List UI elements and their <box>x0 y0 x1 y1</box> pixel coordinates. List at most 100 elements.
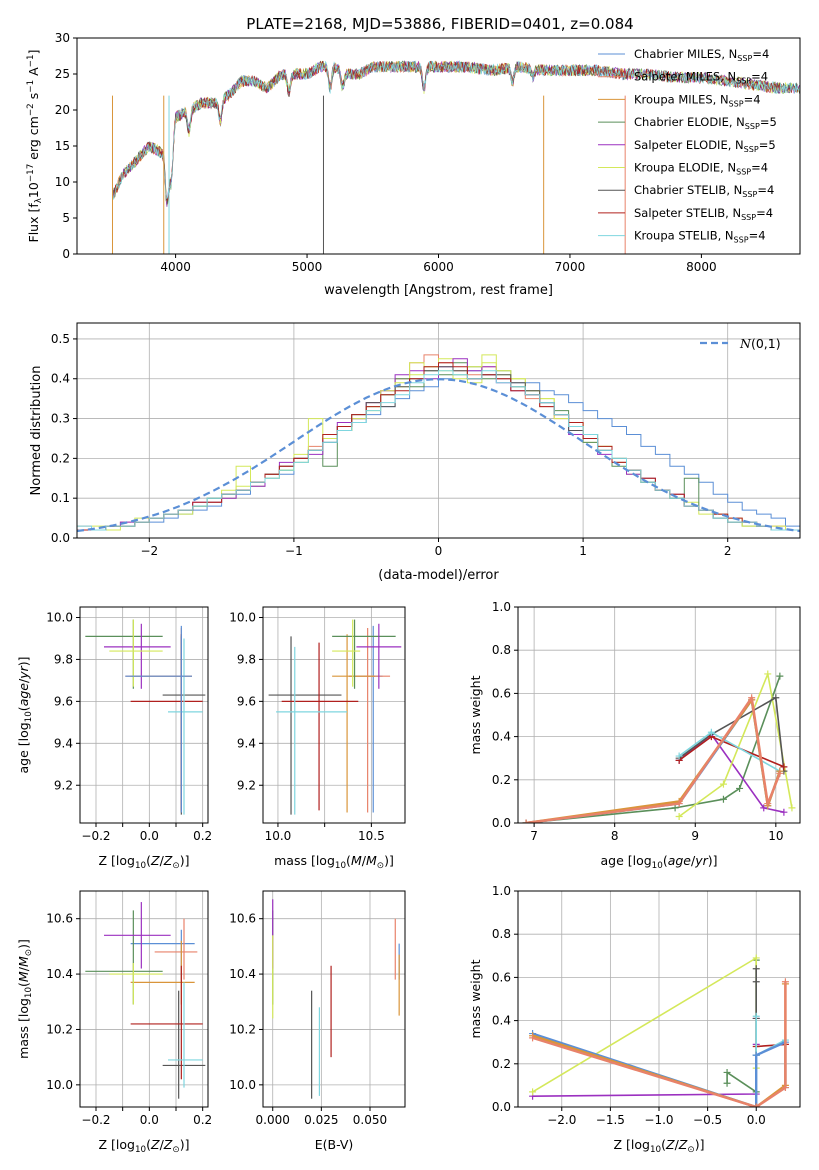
y-tick-label: 9.6 <box>237 694 256 708</box>
legend-label-salpeter_elodie: Salpeter ELODIE, NSSP=5 <box>634 138 776 154</box>
spectrum-line-kroupa_stelib <box>112 60 800 200</box>
errorbar-kroupa_elodie <box>109 619 163 687</box>
x-tick-label: 0.050 <box>353 1113 387 1127</box>
x-axis-label: wavelength [Angstrom, rest frame] <box>324 283 553 298</box>
weight-marker-chabrier_stelib <box>752 965 760 973</box>
weight-line-chabrier_elodie <box>726 960 757 1107</box>
weight-marker-salpeter_miles <box>752 1103 760 1107</box>
weight-marker-kroupa_elodie <box>788 804 796 812</box>
x-tick-label: 9 <box>691 829 699 843</box>
y-tick-label: 10.4 <box>46 967 73 981</box>
x-tick-label: 7 <box>530 829 538 843</box>
legend-label-chabrier_elodie: Chabrier ELODIE, NSSP=5 <box>634 115 777 131</box>
x-tick-label: 6000 <box>423 260 454 274</box>
y-tick-label: 10.2 <box>229 1022 256 1036</box>
y-tick-label: 10.6 <box>229 912 256 926</box>
x-tick-label: −2 <box>140 544 158 558</box>
weight-line-salpeter_elodie <box>678 733 785 813</box>
legend-label-salpeter_miles: Salpeter MILES, NSSP=4 <box>634 70 768 86</box>
y-tick-label: 10.0 <box>229 610 256 624</box>
errorbar-kroupa_stelib <box>276 646 348 815</box>
x-axis-label: Z [log10(Z/Z⊙)] <box>614 1137 705 1155</box>
y-tick-label: 5 <box>62 211 70 225</box>
y-tick-label: 0.2 <box>492 773 511 787</box>
axes-frame <box>79 890 209 1108</box>
x-tick-label: 0.025 <box>304 1113 338 1127</box>
y-tick-label: 0.0 <box>492 1100 511 1114</box>
errorbar-kroupa_elodie <box>332 619 361 687</box>
y-tick-label: 30 <box>55 31 70 45</box>
plot-area <box>85 619 206 815</box>
x-tick-label: 1 <box>579 544 587 558</box>
weight-marker-chabrier_miles <box>752 1051 760 1059</box>
errorbar-chabrier_miles <box>130 929 195 980</box>
errorbar-kroupa_miles <box>130 634 192 813</box>
weight-marker-salpeter_stelib <box>780 763 788 771</box>
plot-area <box>529 954 789 1107</box>
panel-z_massweight: −2.0 −1.5 −1.0 −0.5 0.0 0.0 0.2 0.4 0.6 0.8 1.0 mas… <box>468 884 801 1155</box>
weight-marker-salpeter_elodie <box>760 804 768 812</box>
errorbar-chabrier_elodie <box>332 619 396 689</box>
weight-marker-chabrier_elodie <box>776 672 784 680</box>
weight-marker-salpeter_miles <box>522 819 530 823</box>
x-axis-label-ebv: E(B-V) <box>315 1137 354 1152</box>
weight-marker-chabrier_stelib <box>752 978 760 986</box>
x-tick-label: 5000 <box>292 260 323 274</box>
x-tick-label: 0.0 <box>140 829 159 843</box>
weight-marker-chabrier_elodie <box>719 795 727 803</box>
errorbar-salpeter_elodie <box>104 623 171 689</box>
hist-step-kroupa_stelib <box>77 370 800 538</box>
weight-line-chabrier_stelib <box>678 696 785 772</box>
y-tick-label: 0.0 <box>492 816 511 830</box>
legend-label-gaussian: N(0,1) <box>739 336 781 351</box>
x-tick-label: −0.5 <box>693 1113 722 1127</box>
plot-area <box>522 670 796 823</box>
legend-label-kroupa_miles: Kroupa MILES, NSSP=4 <box>634 92 761 108</box>
axes-frame <box>79 606 209 824</box>
weight-marker-kroupa_elodie <box>675 813 683 821</box>
panel-z_mass: −0.2 0.0 0.2 10.0 10.2 10.4 10.6 mass [log10(M/… <box>16 890 212 1155</box>
y-tick-label: 10.2 <box>46 1022 73 1036</box>
axes-frame <box>262 606 406 824</box>
x-tick-label: 7000 <box>555 260 586 274</box>
weight-marker-salpeter_elodie <box>780 808 788 816</box>
y-tick-label: 1.0 <box>492 884 511 898</box>
x-tick-label: 0.2 <box>193 1113 212 1127</box>
weight-line-salpeter_elodie <box>532 1018 757 1097</box>
x-tick-label: 8000 <box>686 260 717 274</box>
x-tick-label: −0.2 <box>81 829 110 843</box>
weight-marker-salpeter_miles <box>776 769 784 777</box>
y-tick-label: 0.2 <box>492 1057 511 1071</box>
errorbar-chabrier_elodie <box>85 910 163 1005</box>
x-axis-label: mass [log10(M/M⊙)] <box>274 853 394 871</box>
x-tick-label: 0.0 <box>747 1113 766 1127</box>
x-tick-label: 10.0 <box>265 829 292 843</box>
gaussian-curve <box>77 378 800 533</box>
y-tick-label: 0.3 <box>51 412 70 426</box>
weight-line-kroupa_miles <box>525 698 782 823</box>
y-tick-label: 0.8 <box>492 927 511 941</box>
legend-label-kroupa_stelib: Kroupa STELIB, NSSP=4 <box>634 229 766 245</box>
weight-line-kroupa_stelib <box>678 731 781 772</box>
panels-container: 4000 5000 6000 7000 8000051015202530waveleng… <box>16 31 801 1155</box>
errorbar-kroupa_stelib <box>168 982 203 1088</box>
panel-mass_age: 10.0 10.5 9.2 9.4 9.6 9.8 10.0 mass [log10(M/M⊙… <box>229 606 406 871</box>
panel-z_age: −0.2 0.0 0.2 9.2 9.4 9.6 9.8 10.0 age [log10(age… <box>16 606 212 871</box>
y-tick-label: 0.4 <box>492 730 511 744</box>
x-tick-label: −1.5 <box>596 1113 625 1127</box>
y-tick-label: 9.4 <box>54 736 73 750</box>
y-axis-label: mass [log10(M/M⊙)] <box>16 939 34 1059</box>
y-tick-label: 9.4 <box>237 736 256 750</box>
y-tick-label: 0 <box>62 247 70 261</box>
x-axis-label: Z [log10(Z/Z⊙)] <box>99 853 190 871</box>
errorbar-chabrier_miles <box>125 625 192 813</box>
legend-label-chabrier_stelib: Chabrier STELIB, NSSP=4 <box>634 183 774 199</box>
x-tick-label: 0.2 <box>193 829 212 843</box>
errorbar-salpeter_elodie <box>356 623 402 689</box>
y-tick-label: 0.6 <box>492 686 511 700</box>
y-tick-label: 10.4 <box>229 967 256 981</box>
weight-marker-kroupa_elodie <box>529 1088 537 1096</box>
weight-marker-kroupa_stelib <box>675 752 683 760</box>
weight-marker-chabrier_elodie <box>723 1079 731 1087</box>
errorbar-salpeter_miles <box>125 627 192 813</box>
